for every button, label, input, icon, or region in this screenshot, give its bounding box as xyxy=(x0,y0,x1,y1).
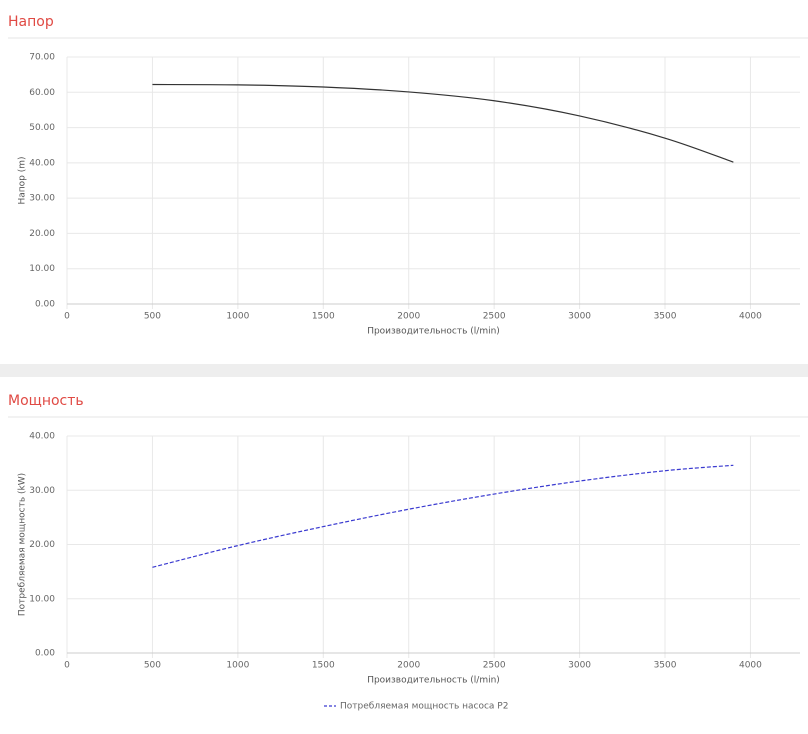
y-tick-label: 40.00 xyxy=(29,432,55,442)
x-tick-label: 2000 xyxy=(397,661,420,671)
y-tick-label: 30.00 xyxy=(29,486,55,496)
x-tick-label: 1000 xyxy=(226,661,249,671)
y-axis-label: Напор (m) xyxy=(18,156,28,204)
y-tick-label: 40.00 xyxy=(29,158,55,168)
y-axis-label: Потребляемая мощность (kW) xyxy=(18,473,28,616)
y-tick-label: 10.00 xyxy=(29,264,55,274)
y-tick-label: 60.00 xyxy=(29,88,55,98)
x-tick-label: 3000 xyxy=(568,312,591,322)
x-tick-label: 3500 xyxy=(654,661,677,671)
x-axis-label: Производительность (l/min) xyxy=(367,327,500,337)
x-tick-label: 1500 xyxy=(312,661,335,671)
y-tick-label: 20.00 xyxy=(29,229,55,239)
y-tick-label: 10.00 xyxy=(29,594,55,604)
data-line xyxy=(152,464,734,568)
separator xyxy=(0,364,808,377)
y-tick-label: 0.00 xyxy=(35,649,55,659)
x-tick-label: 500 xyxy=(144,661,161,671)
y-tick-label: 0.00 xyxy=(35,300,55,310)
x-tick-label: 4000 xyxy=(739,312,762,322)
y-tick-label: 30.00 xyxy=(29,194,55,204)
x-tick-label: 500 xyxy=(144,312,161,322)
chart-title: Напор xyxy=(8,14,54,30)
x-tick-label: 3000 xyxy=(568,661,591,671)
legend-label: Потребляемая мощность насоса P2 xyxy=(340,702,508,712)
x-tick-label: 2000 xyxy=(397,312,420,322)
x-tick-label: 1000 xyxy=(226,312,249,322)
x-tick-label: 3500 xyxy=(654,312,677,322)
x-axis-label: Производительность (l/min) xyxy=(367,676,500,686)
x-tick-label: 0 xyxy=(64,312,70,322)
y-tick-label: 50.00 xyxy=(29,123,55,133)
x-tick-label: 1500 xyxy=(312,312,335,322)
x-tick-label: 2500 xyxy=(483,661,506,671)
data-line xyxy=(152,83,734,163)
x-tick-label: 0 xyxy=(64,661,70,671)
x-tick-label: 4000 xyxy=(739,661,762,671)
chart-title: Мощность xyxy=(8,393,84,409)
y-tick-label: 20.00 xyxy=(29,540,55,550)
y-tick-label: 70.00 xyxy=(29,53,55,63)
x-tick-label: 2500 xyxy=(483,312,506,322)
